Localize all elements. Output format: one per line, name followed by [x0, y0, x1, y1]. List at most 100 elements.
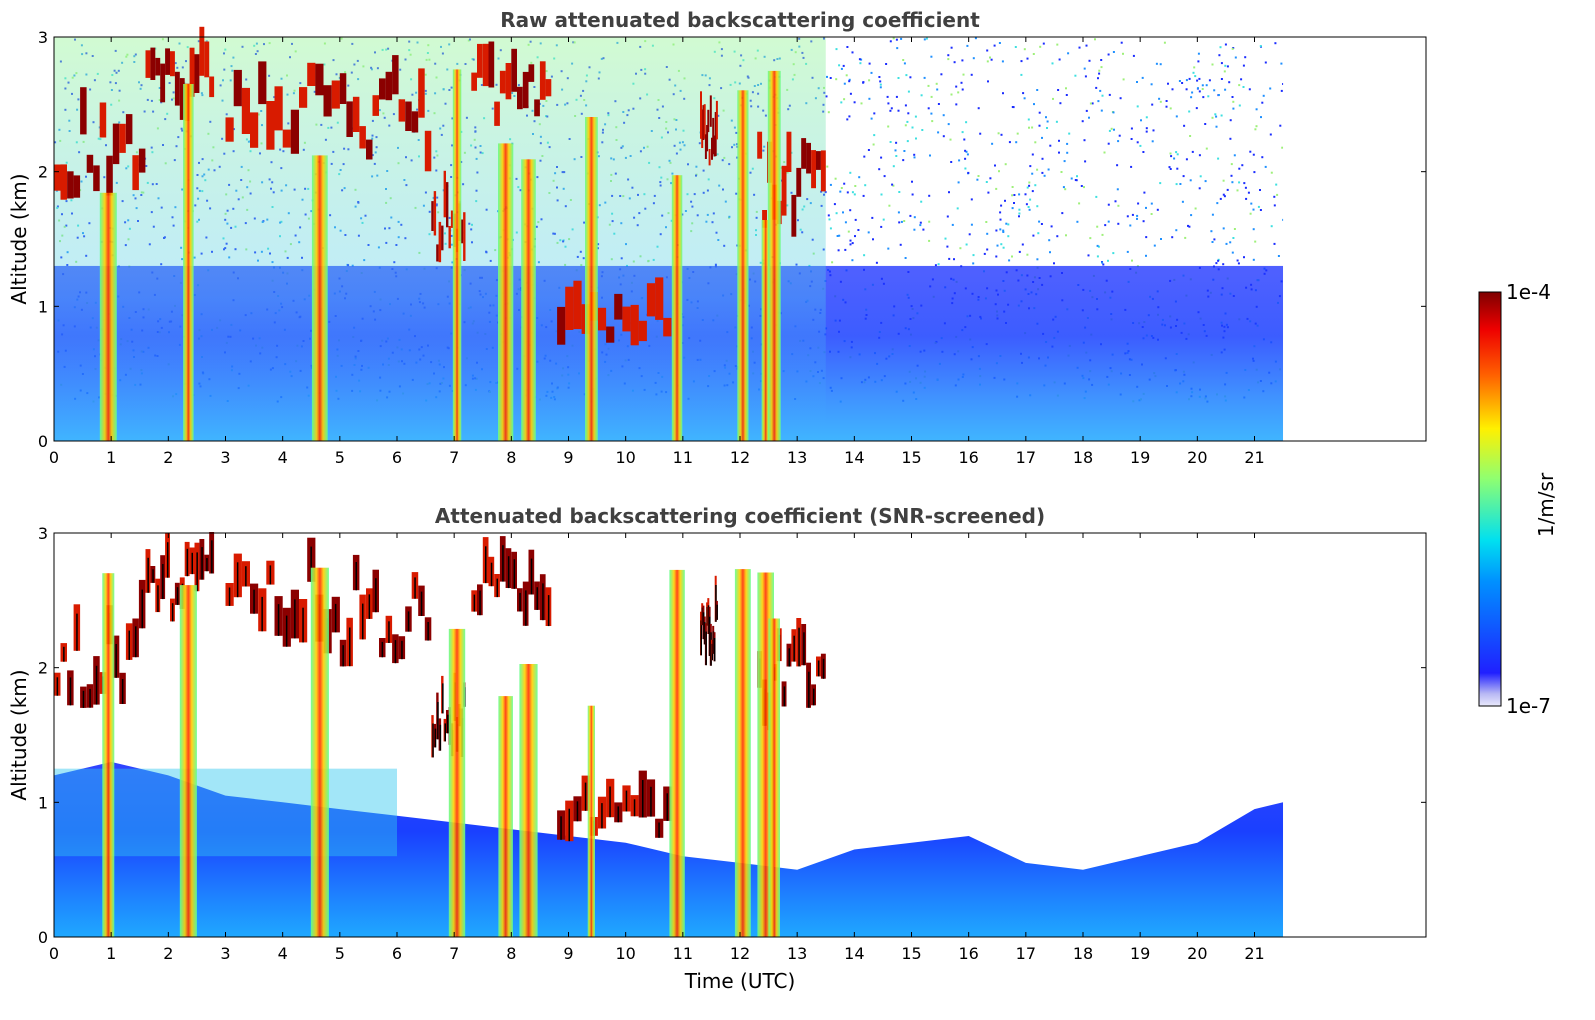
cloud-segment: [702, 105, 705, 140]
noise-pixel: [1018, 193, 1021, 196]
noise-pixel: [1198, 187, 1201, 190]
x-tick-label: 21: [1244, 944, 1264, 963]
noise-pixel: [1220, 62, 1223, 65]
noise-pixel: [902, 159, 905, 162]
attenuated-mark: [294, 599, 296, 639]
noise-pixel: [1143, 191, 1146, 194]
noise-pixel: [948, 257, 951, 260]
attenuated-mark: [707, 605, 710, 634]
attenuated-mark: [547, 595, 550, 627]
noise-pixel: [925, 37, 928, 40]
x-tick-label: 0: [49, 448, 59, 467]
noise-pixel: [1196, 79, 1199, 82]
screened-x-axis: 0 1 2 3 4 5 6 7 8 9 10 11 12 13 14 15 16 17 18 19 20 21: [49, 533, 1265, 963]
noise-pixel: [1168, 166, 1171, 169]
noise-pixel: [1096, 225, 1099, 228]
cloud-segment: [565, 286, 574, 330]
noise-pixel: [1232, 100, 1235, 103]
noise-pixel: [1175, 229, 1178, 232]
attenuated-mark: [201, 547, 203, 580]
noise-pixel: [1229, 119, 1232, 122]
noise-pixel: [854, 218, 857, 221]
attenuated-mark: [362, 603, 364, 640]
noise-pixel: [1211, 213, 1214, 216]
attenuated-mark: [507, 556, 510, 589]
noise-pixel: [829, 227, 832, 230]
cloud-segment: [282, 129, 291, 148]
y-tick-label: 1: [38, 297, 48, 316]
cloud-segment: [73, 175, 81, 198]
noise-pixel: [1270, 171, 1273, 174]
x-tick-label: 12: [730, 448, 750, 467]
attenuated-mark: [817, 660, 820, 677]
noise-pixel: [1000, 243, 1003, 246]
x-tick-label: 20: [1187, 944, 1207, 963]
noise-pixel: [897, 77, 900, 79]
noise-pixel: [1242, 64, 1245, 67]
noise-pixel: [1170, 155, 1173, 158]
noise-pixel: [1131, 213, 1134, 216]
cloud-segment: [307, 62, 316, 86]
noise-pixel: [870, 117, 873, 120]
noise-pixel: [880, 225, 883, 228]
noise-pixel: [1259, 45, 1262, 48]
precip-column: [734, 569, 751, 937]
noise-pixel: [1028, 184, 1031, 187]
noise-pixel: [835, 48, 838, 51]
noise-pixel: [1099, 89, 1102, 92]
cloud-segment: [630, 304, 639, 346]
noise-pixel: [851, 51, 854, 54]
noise-pixel: [965, 121, 968, 124]
noise-pixel: [1190, 96, 1193, 99]
cloud-segment: [274, 86, 283, 131]
noise-pixel: [862, 194, 865, 197]
noise-pixel: [1029, 165, 1032, 168]
colorbar-units-label: 1/m/sr: [1534, 472, 1558, 537]
noise-pixel: [1046, 127, 1048, 129]
noise-pixel: [1185, 79, 1188, 82]
noise-pixel: [930, 95, 933, 98]
noise-pixel: [1159, 100, 1162, 103]
x-tick-label: 15: [901, 448, 921, 467]
noise-pixel: [1171, 236, 1174, 239]
noise-pixel: [1058, 151, 1060, 154]
noise-pixel: [1083, 67, 1086, 70]
noise-pixel: [873, 134, 876, 137]
noise-pixel: [845, 74, 848, 77]
noise-pixel: [1234, 56, 1237, 59]
noise-pixel: [1175, 115, 1178, 118]
noise-pixel: [1117, 204, 1120, 207]
noise-pixel: [964, 157, 967, 160]
noise-pixel: [986, 49, 989, 52]
cloud-segment: [450, 210, 454, 228]
cloud-segment: [93, 165, 100, 192]
noise-pixel: [875, 261, 878, 264]
noise-pixel: [895, 155, 898, 157]
noise-pixel: [886, 95, 889, 98]
noise-pixel: [1207, 95, 1210, 98]
noise-pixel: [1197, 87, 1199, 90]
cloud-segment: [411, 111, 419, 133]
noise-pixel: [1182, 175, 1185, 178]
noise-pixel: [929, 154, 931, 157]
cloud-segment: [703, 104, 706, 139]
noise-pixel: [1142, 220, 1145, 223]
noise-pixel: [863, 254, 866, 257]
noise-pixel: [1175, 183, 1178, 186]
noise-pixel: [1261, 156, 1264, 159]
raw-heatmap: [54, 26, 1426, 442]
noise-pixel: [1155, 62, 1158, 65]
noise-pixel: [887, 247, 890, 250]
cloud-segment: [557, 306, 566, 345]
noise-pixel: [928, 194, 931, 197]
cloud-segment: [418, 68, 425, 118]
noise-pixel: [1011, 186, 1014, 188]
noise-pixel: [961, 59, 964, 62]
attenuated-mark: [658, 822, 660, 838]
noise-pixel: [892, 37, 895, 40]
noise-pixel: [1002, 92, 1004, 95]
noise-pixel: [1249, 212, 1252, 215]
noise-pixel: [1122, 52, 1124, 55]
noise-pixel: [913, 153, 916, 156]
noise-pixel: [1220, 78, 1223, 80]
